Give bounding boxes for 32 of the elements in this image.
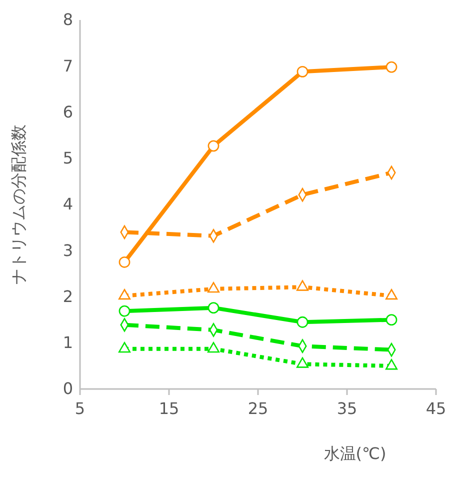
- y-tick-label: 4: [62, 194, 73, 214]
- point: [207, 282, 220, 293]
- y-tick-label: 1: [62, 332, 73, 352]
- x-axis-title: 水温(℃): [324, 444, 386, 463]
- y-axis-title: ナトリウムの分配係数: [9, 124, 28, 284]
- y-tick-label: 2: [62, 286, 73, 306]
- x-tick-label: 5: [74, 399, 86, 418]
- point: [118, 288, 131, 300]
- x-tick-label: 15: [158, 399, 180, 418]
- point: [385, 359, 398, 370]
- y-tick-label: 3: [62, 240, 73, 260]
- point: [386, 61, 398, 73]
- point: [386, 314, 398, 326]
- point: [118, 342, 131, 353]
- x-tick-label: 25: [248, 399, 268, 418]
- point: [296, 66, 308, 78]
- y-tick-label: 5: [62, 148, 73, 168]
- x-tick-label: 35: [336, 399, 358, 418]
- point: [296, 357, 309, 368]
- point: [208, 140, 220, 152]
- y-tick-label: 8: [62, 10, 73, 30]
- point: [208, 302, 220, 314]
- y-tick-label: 0: [62, 379, 73, 398]
- point: [118, 305, 130, 317]
- point: [385, 288, 398, 300]
- point: [118, 256, 130, 268]
- x-tick-label: 45: [426, 399, 446, 418]
- y-tick-label: 6: [62, 102, 73, 122]
- point: [296, 316, 308, 328]
- point: [296, 280, 309, 291]
- point: [207, 342, 220, 353]
- y-tick-label: 7: [62, 56, 73, 76]
